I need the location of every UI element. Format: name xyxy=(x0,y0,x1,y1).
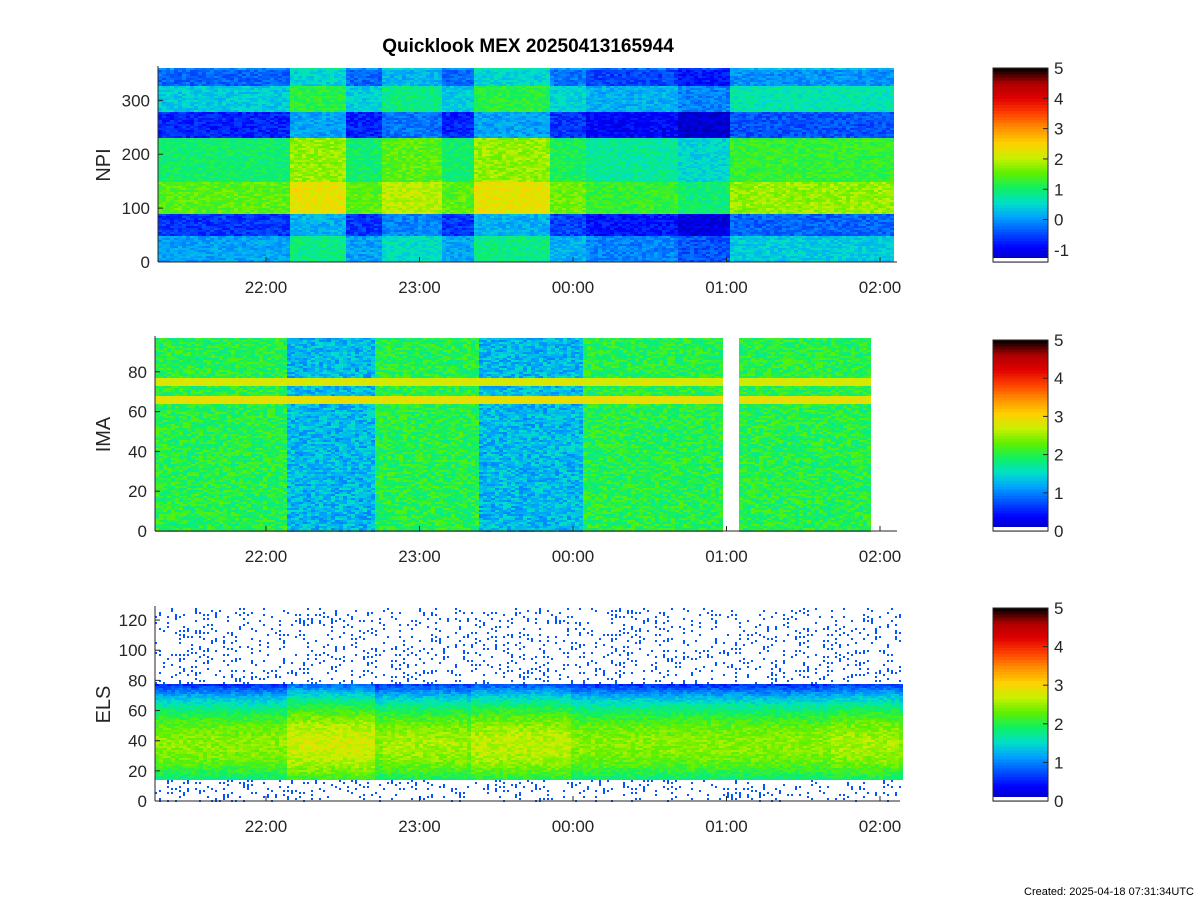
y-tick-label: 300 xyxy=(122,91,150,110)
y-tick-label: 200 xyxy=(122,145,150,164)
colorbar-tick-label: -1 xyxy=(1054,241,1069,260)
x-tick-label: 23:00 xyxy=(398,278,441,297)
x-tick-label: 22:00 xyxy=(245,547,288,566)
colorbar-tick-label: 5 xyxy=(1054,599,1063,618)
colorbar-tick-label: 5 xyxy=(1054,59,1063,78)
x-tick-label: 00:00 xyxy=(552,817,595,836)
els-colorbar: 0 1 2 3 4 5 xyxy=(993,599,1063,811)
y-tick-label: 20 xyxy=(128,762,147,781)
y-tick-label: 40 xyxy=(128,732,147,751)
colorbar-tick-label: 0 xyxy=(1054,522,1063,541)
colorbar-tick-label: 1 xyxy=(1054,753,1063,772)
ima-colorbar: 0 1 2 3 4 5 xyxy=(993,331,1063,541)
y-tick-label: 0 xyxy=(141,253,150,272)
x-tick-label: 01:00 xyxy=(705,547,748,566)
y-tick-label: 40 xyxy=(128,442,147,461)
x-tick-label: 02:00 xyxy=(859,817,902,836)
x-tick-label: 01:00 xyxy=(705,278,748,297)
x-tick-label: 00:00 xyxy=(552,547,595,566)
npi-axis-label: NPI xyxy=(93,148,115,181)
colorbar-tick-label: 0 xyxy=(1054,211,1063,230)
ima-axis-label: IMA xyxy=(93,416,115,452)
x-tick-label: 23:00 xyxy=(398,547,441,566)
x-tick-label: 02:00 xyxy=(859,547,902,566)
npi-colorbar: -1 0 1 2 3 4 5 xyxy=(993,59,1069,263)
y-tick-label: 100 xyxy=(119,641,147,660)
colorbar-tick-label: 3 xyxy=(1054,120,1063,139)
y-tick-label: 120 xyxy=(119,611,147,630)
y-tick-label: 0 xyxy=(138,522,147,541)
created-timestamp: Created: 2025-04-18 07:31:34UTC xyxy=(1024,886,1194,898)
panel-npi: 0 100 200 300 NPI 22:00 23:00 00:00 01:00 02:00 -1… xyxy=(93,59,1069,297)
els-axis-label: ELS xyxy=(93,686,115,724)
x-tick-label: 00:00 xyxy=(552,278,595,297)
colorbar-tick-label: 3 xyxy=(1054,676,1063,695)
colorbar-tick-label: 4 xyxy=(1054,369,1063,388)
x-tick-label: 01:00 xyxy=(705,817,748,836)
ima-spectrogram xyxy=(155,338,871,532)
panel-ima: 0 20 40 60 80 IMA 22:00 23:00 00:00 01:00 02:00 0 1 2… xyxy=(93,331,1063,566)
colorbar-tick-label: 4 xyxy=(1054,89,1063,108)
x-tick-label: 02:00 xyxy=(859,278,902,297)
npi-spectrogram xyxy=(158,68,894,262)
y-tick-label: 100 xyxy=(122,199,150,218)
figure-title: Quicklook MEX 20250413165944 xyxy=(155,36,901,58)
colorbar-tick-label: 4 xyxy=(1054,638,1063,657)
y-tick-label: 60 xyxy=(128,702,147,721)
y-tick-label: 80 xyxy=(128,363,147,382)
colorbar-tick-label: 2 xyxy=(1054,150,1063,169)
x-tick-label: 22:00 xyxy=(245,278,288,297)
colorbar-tick-label: 3 xyxy=(1054,407,1063,426)
colorbar-tick-label: 1 xyxy=(1054,484,1063,503)
colorbar-tick-label: 5 xyxy=(1054,331,1063,350)
x-tick-label: 23:00 xyxy=(398,817,441,836)
els-spectrogram xyxy=(155,608,903,802)
y-tick-label: 20 xyxy=(128,482,147,501)
colorbar-tick-label: 2 xyxy=(1054,446,1063,465)
y-tick-label: 0 xyxy=(138,792,147,811)
colorbar-tick-label: 2 xyxy=(1054,715,1063,734)
x-tick-label: 22:00 xyxy=(245,817,288,836)
colorbar-tick-label: 1 xyxy=(1054,180,1063,199)
colorbar-tick-label: 0 xyxy=(1054,792,1063,811)
y-tick-label: 60 xyxy=(128,403,147,422)
y-tick-label: 80 xyxy=(128,671,147,690)
